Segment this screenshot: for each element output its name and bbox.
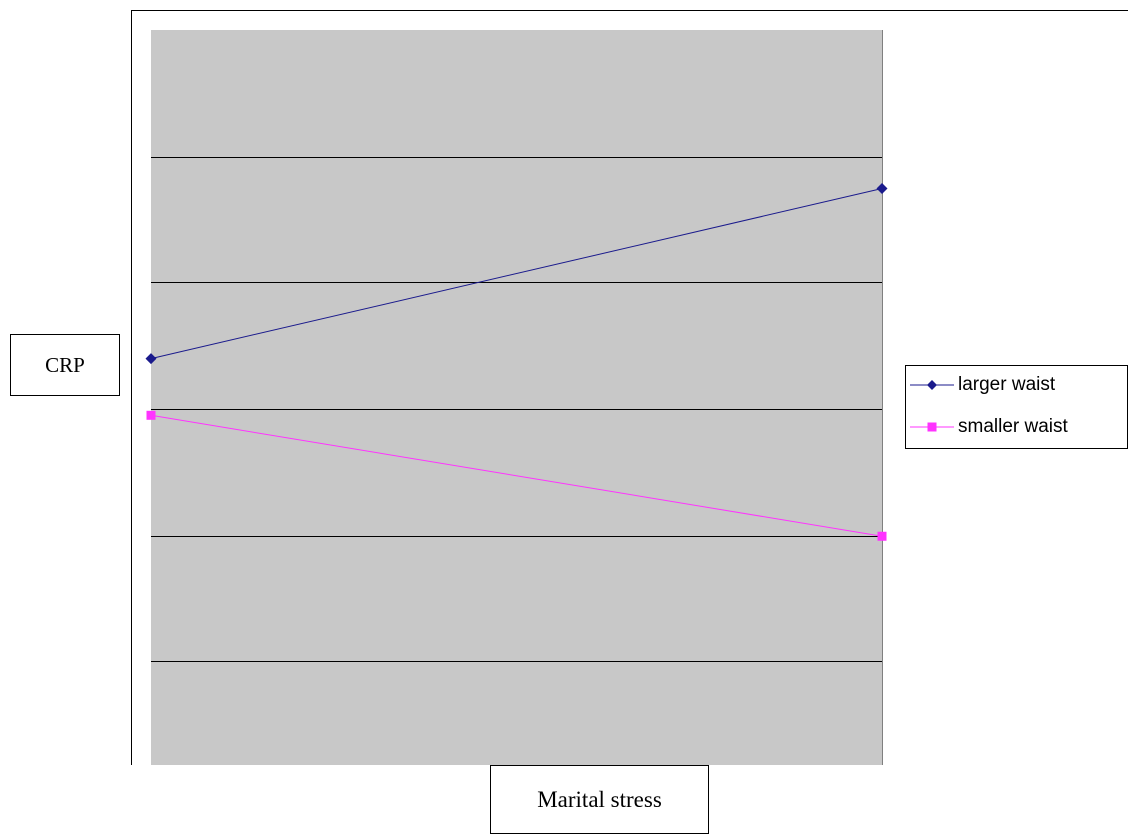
series-markers — [145, 183, 888, 541]
legend-item-smaller-waist: smaller waist — [906, 415, 1068, 439]
legend-marker-smaller-waist — [910, 422, 954, 432]
gridlines — [151, 157, 882, 662]
data-point-smaller-waist-2 — [877, 531, 887, 541]
data-point-larger-waist-2 — [876, 183, 888, 194]
legend-marker-larger-waist — [910, 380, 954, 390]
series-lines — [150, 188, 883, 537]
series-line-larger-waist — [150, 188, 883, 360]
legend: larger waist smaller waist — [905, 365, 1128, 449]
y-axis-label: CRP — [10, 334, 120, 396]
legend-label-larger-waist: larger waist — [958, 374, 1056, 395]
legend-label-smaller-waist: smaller waist — [958, 416, 1068, 437]
series-line-smaller-waist — [150, 414, 883, 537]
x-axis-label-text: Marital stress — [537, 786, 662, 812]
x-axis-label: Marital stress — [490, 765, 709, 834]
y-axis-label-text: CRP — [45, 352, 85, 377]
plot-area — [151, 30, 882, 765]
data-point-larger-waist-1 — [145, 353, 157, 365]
data-point-smaller-waist-1 — [146, 410, 156, 420]
legend-item-larger-waist: larger waist — [906, 373, 1055, 397]
